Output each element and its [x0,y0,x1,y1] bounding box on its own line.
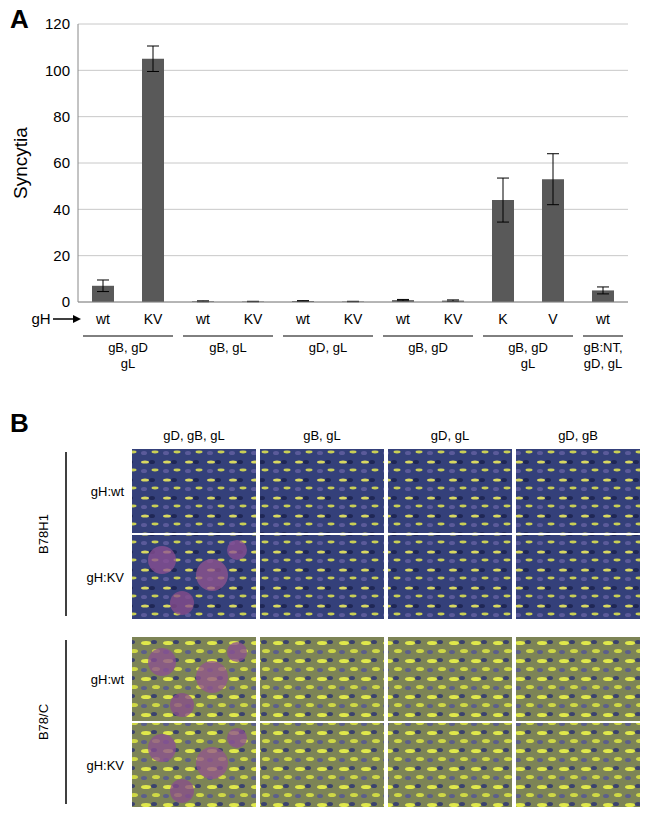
html-text:A: A [10,4,29,34]
svg-text:gH:KV: gH:KV [86,758,124,773]
svg-text:wt: wt [395,311,410,327]
svg-text:gL: gL [121,356,135,371]
svg-text:80: 80 [53,108,70,125]
svg-text:gH:wt: gH:wt [91,484,125,499]
svg-text:wt: wt [95,311,110,327]
svg-text:V: V [548,311,558,327]
html-text:gB, gL: gB, gL [303,428,341,443]
svg-text:gB, gL: gB, gL [209,340,247,355]
svg-text:40: 40 [53,201,70,218]
svg-text:KV: KV [344,311,363,327]
svg-text:B78/C: B78/C [36,704,51,740]
svg-text:gH:KV: gH:KV [86,570,124,585]
svg-text:gD, gL: gD, gL [309,340,347,355]
svg-text:Syncytia: Syncytia [10,127,31,199]
svg-text:wt: wt [295,311,310,327]
html-text:gD, gB: gD, gB [558,428,598,443]
svg-text:60: 60 [53,154,70,171]
svg-text:KV: KV [244,311,263,327]
svg-text:120: 120 [45,15,70,32]
svg-text:100: 100 [45,62,70,79]
svg-text:KV: KV [144,311,163,327]
svg-text:K: K [498,311,508,327]
svg-text:gD, gL: gD, gL [584,356,622,371]
svg-text:B78H1: B78H1 [36,514,51,554]
svg-text:20: 20 [53,247,70,264]
html-text:B: B [10,408,29,438]
svg-text:wt: wt [595,311,610,327]
svg-text:0: 0 [62,293,70,310]
svg-text:gL: gL [521,356,535,371]
svg-text:wt: wt [195,311,210,327]
html-text:gD, gL: gD, gL [430,428,470,443]
svg-text:gB, gD: gB, gD [508,340,548,355]
svg-text:gB, gD: gB, gD [108,340,148,355]
html-text:gD, gB, gL: gD, gB, gL [163,428,225,443]
svg-text:gB, gD: gB, gD [408,340,448,355]
svg-text:gH:wt: gH:wt [91,672,125,687]
svg-text:gB:NT,: gB:NT, [583,340,622,355]
svg-text:KV: KV [444,311,463,327]
svg-text:gH: gH [31,310,50,327]
